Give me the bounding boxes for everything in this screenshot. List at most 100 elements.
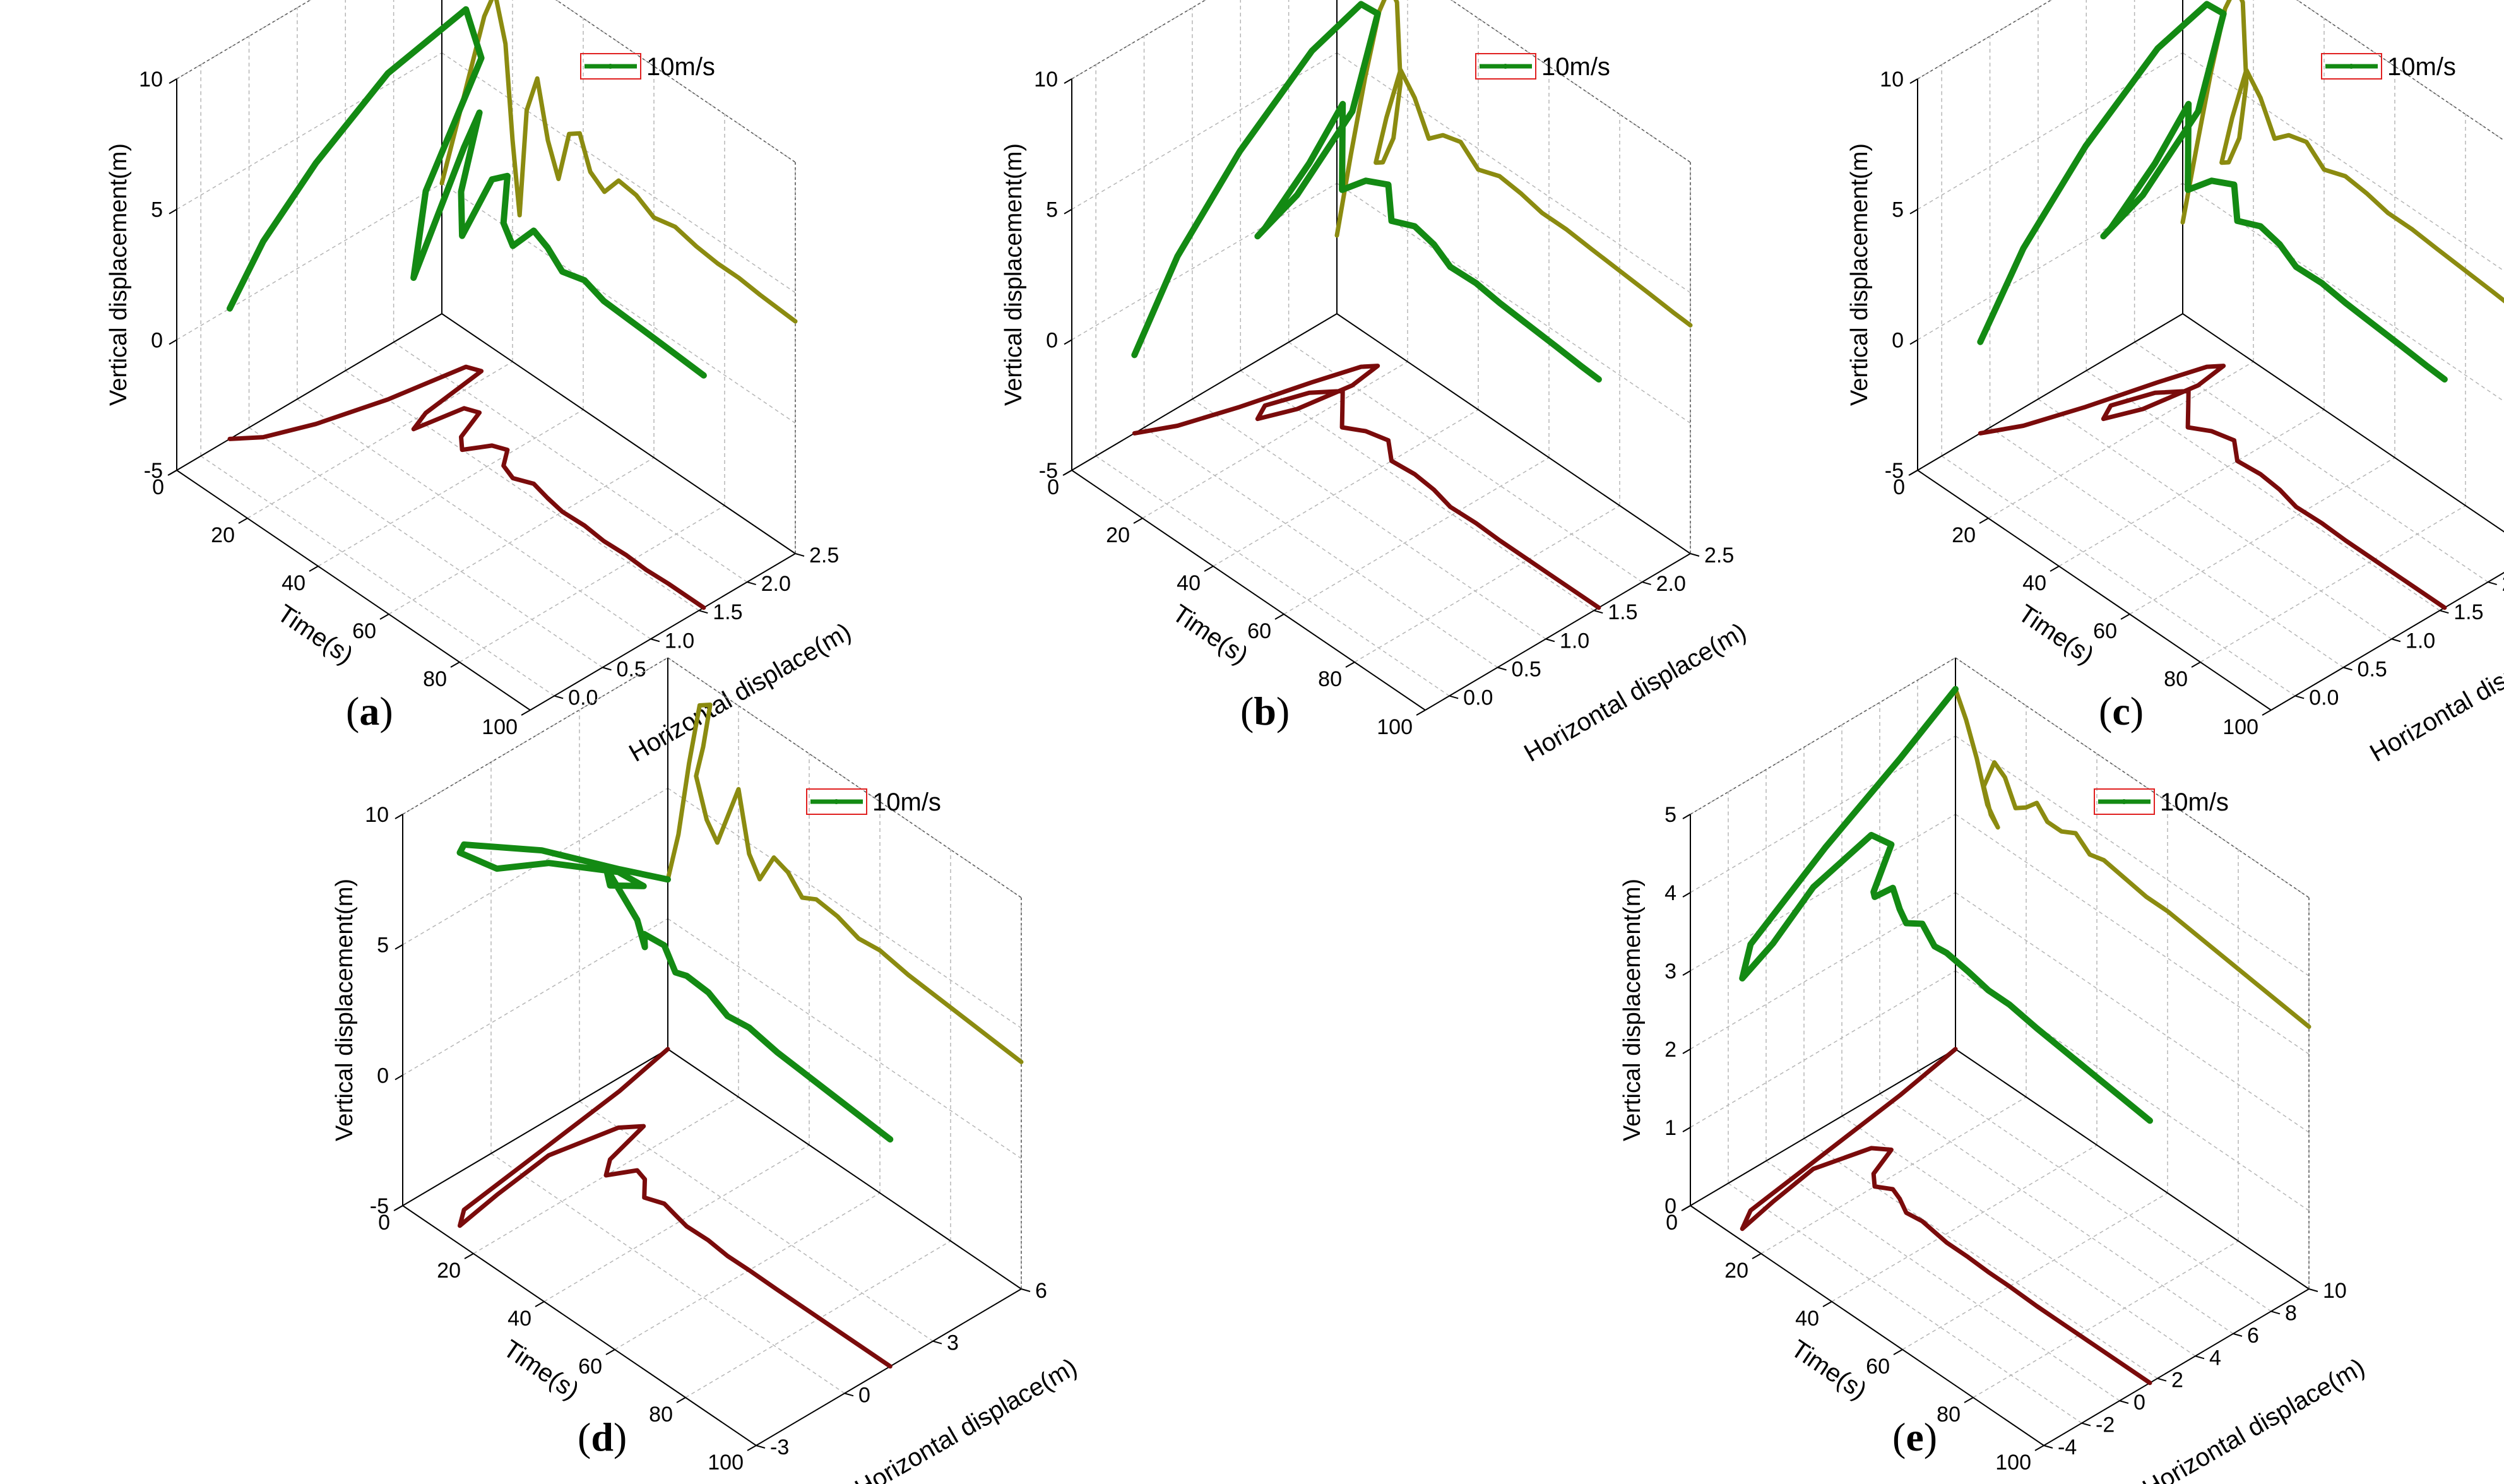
axis-edge [1336, 313, 1691, 554]
x-tick-label: 80 [2164, 667, 2188, 691]
axis-edge [176, 313, 442, 471]
legend: 10m/s [2321, 53, 2456, 81]
caption-open: ( [1892, 1415, 1906, 1459]
x-tick-label: 80 [649, 1403, 673, 1427]
axis-edge [1071, 313, 1338, 471]
chart-b-svg: -505100204060801000.00.51.01.52.02.5Vert… [1000, 0, 1751, 768]
x-tick-label: 20 [1106, 523, 1130, 547]
grid-line [1955, 735, 2310, 976]
x-axis-label: Time(s) [272, 600, 358, 670]
legend-marker [834, 799, 839, 804]
y-tick [2308, 1288, 2318, 1292]
panel-caption: (b) [1240, 688, 1290, 735]
y-tick-label: 1.5 [2454, 600, 2483, 624]
grid-line [1955, 814, 2310, 1055]
y-tick-label: 1.0 [665, 629, 694, 653]
y-tick [2233, 1333, 2243, 1337]
grid [1071, 0, 1691, 711]
x-axis-label: Time(s) [498, 1335, 584, 1405]
trajectory-line [1131, 1, 1602, 383]
z-tick [1064, 339, 1072, 345]
axis-edge [1450, 0, 1691, 163]
y-tick-label: 6 [1035, 1279, 1047, 1303]
y-tick-label: 2.5 [1704, 543, 1734, 567]
grid-line [459, 505, 725, 663]
z-axis-label: Vertical displacement(m) [105, 143, 132, 406]
axis-edge [555, 0, 796, 163]
y-tick-label: 0.0 [2309, 686, 2339, 709]
caption-letter: e [1906, 1415, 1924, 1459]
y-axis-label: Horizontal displace(m) [850, 1353, 1082, 1484]
grid-line [555, 0, 796, 163]
grid-line [2129, 457, 2395, 615]
axis-edge [441, 313, 796, 554]
axis-edge [1917, 313, 2183, 471]
x-tick-label: 80 [1937, 1403, 1961, 1427]
z-tick-label: 0 [1664, 1194, 1676, 1218]
x-axis-label: Time(s) [1786, 1335, 1872, 1405]
x-tick [2034, 1445, 2044, 1451]
y-tick [2119, 1400, 2129, 1404]
x-tick [2050, 566, 2060, 572]
x-tick-label: 0 [152, 475, 164, 499]
z-tick-label: 10 [1034, 68, 1058, 92]
legend-box [580, 53, 641, 80]
x-tick-label: 100 [2222, 715, 2258, 739]
y-tick [2488, 581, 2497, 586]
grid-line [1841, 1115, 2196, 1356]
axis-edge [402, 1205, 757, 1446]
z-tick [395, 944, 403, 950]
z-axis-label: Vertical displacement(m) [1000, 143, 1027, 406]
y-tick [1642, 581, 1651, 586]
vertical-projection-line [665, 703, 1024, 1064]
grid-line [1879, 1093, 2234, 1334]
grid-line [1973, 1240, 2239, 1398]
axis-edge [2296, 0, 2504, 141]
z-tick-label: 0 [1892, 328, 1904, 352]
grid-line [176, 0, 312, 80]
y-tick [1690, 553, 1700, 557]
x-tick [1964, 1397, 1974, 1403]
grid-line [388, 457, 655, 615]
caption-open: ( [578, 1415, 591, 1459]
legend-label: 10m/s [2160, 788, 2229, 816]
z-tick-label: 1 [1664, 1116, 1676, 1140]
grid-line [1690, 735, 1956, 893]
axis-edge [1955, 1048, 2310, 1290]
x-tick-label: 60 [1247, 619, 1271, 643]
axis-edge [1690, 657, 1956, 815]
y-tick-label: 1.0 [2406, 629, 2435, 653]
axis-box [1917, 0, 2504, 711]
x-tick [238, 518, 248, 524]
panel-caption: (d) [578, 1414, 627, 1461]
grid-line [317, 409, 584, 567]
axis-edge [1425, 553, 1691, 711]
vertical-projection-line [439, 0, 798, 324]
z-tick [395, 814, 403, 819]
caption-open: ( [346, 689, 360, 733]
axis-edge [530, 553, 796, 711]
grid-line [1336, 52, 1691, 294]
y-tick [2157, 1377, 2167, 1382]
z-tick-label: 2 [1664, 1038, 1676, 1062]
y-tick-label: 0 [858, 1383, 870, 1407]
x-tick [676, 1397, 686, 1403]
legend-label: 10m/s [1541, 53, 1610, 81]
z-axis-label: Vertical displacement(m) [1619, 879, 1646, 1141]
y-tick [554, 695, 564, 699]
z-tick [169, 339, 177, 345]
caption-open: ( [1240, 689, 1254, 733]
grid-line [1917, 182, 2183, 340]
y-tick-label: 2.5 [809, 543, 839, 567]
y-tick-label: 2.0 [1656, 572, 1686, 596]
y-tick-label: 2 [2171, 1368, 2183, 1392]
y-tick-label: -4 [2058, 1435, 2077, 1459]
z-axis-label: Vertical displacement(m) [331, 879, 358, 1141]
axis-edge [176, 470, 531, 711]
axis-edge [176, 0, 312, 80]
y-tick-label: 3 [947, 1331, 959, 1355]
x-tick [167, 470, 177, 476]
z-tick [1682, 814, 1691, 819]
